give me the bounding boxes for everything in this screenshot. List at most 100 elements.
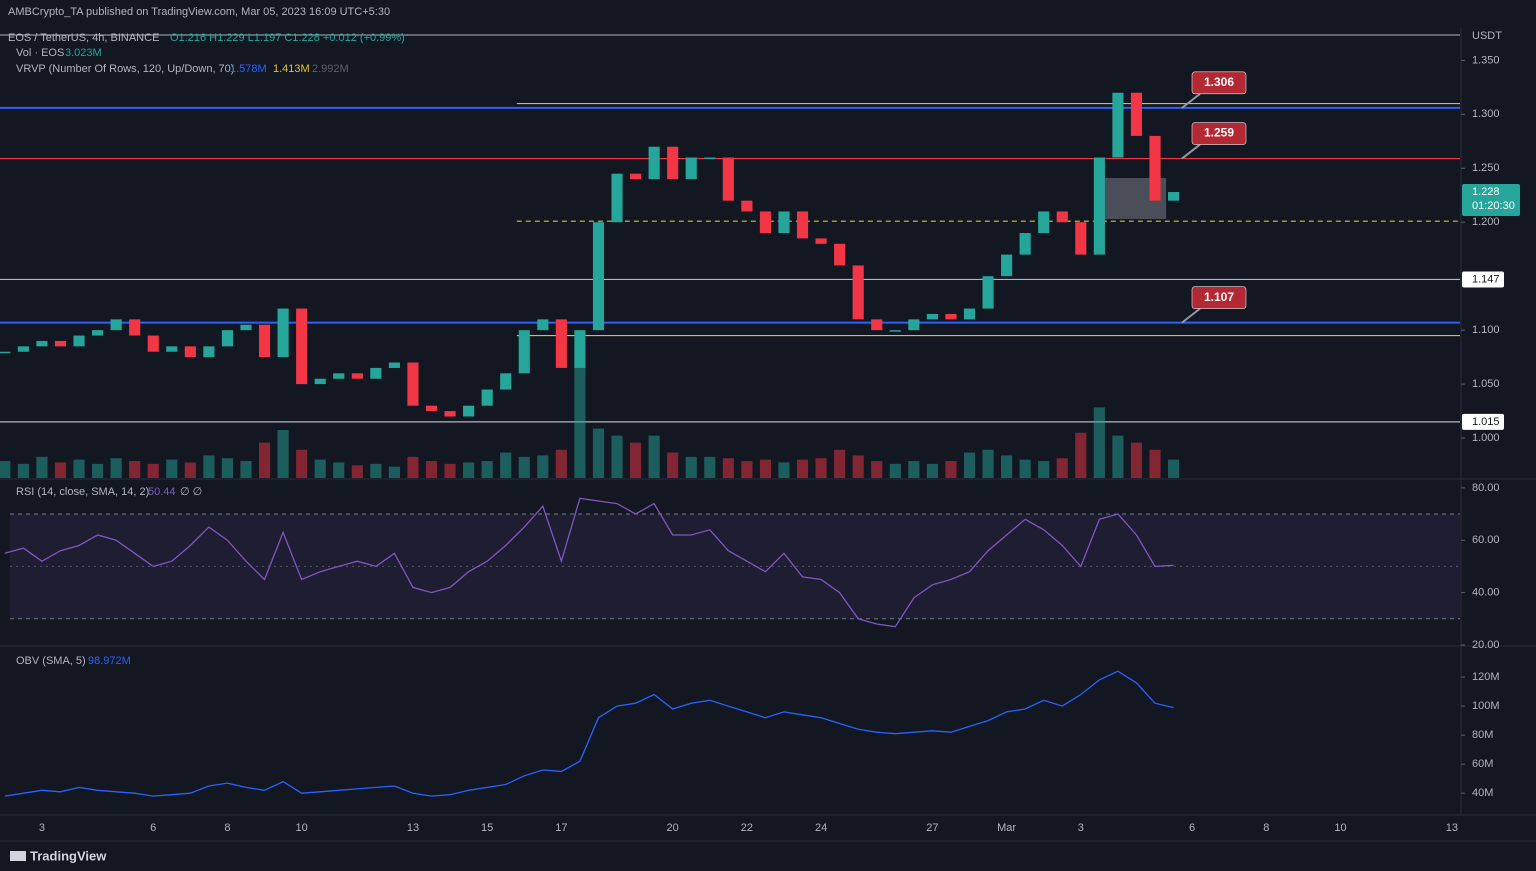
volume-bar bbox=[370, 463, 382, 478]
candle bbox=[1168, 192, 1180, 201]
volume-bar bbox=[1056, 458, 1068, 478]
axis-label: 1.015 bbox=[1472, 416, 1500, 428]
vrvp-up: 1.578M bbox=[230, 63, 267, 75]
volume-bar bbox=[889, 463, 901, 478]
candle bbox=[240, 324, 252, 331]
volume-bar bbox=[1001, 455, 1013, 478]
volume-bar bbox=[926, 463, 938, 478]
volume-bar bbox=[147, 463, 159, 478]
candle bbox=[54, 340, 67, 347]
annotation-box bbox=[1191, 286, 1247, 309]
symbol: EOS / TetherUS, 4h, BINANCE bbox=[8, 32, 159, 44]
vrvp-total: 2.992M bbox=[312, 63, 349, 75]
volume-bar bbox=[741, 461, 753, 478]
candle bbox=[537, 319, 549, 331]
volume-bar bbox=[1168, 459, 1180, 478]
x-tick-label: 15 bbox=[481, 822, 493, 834]
volume-bar bbox=[667, 452, 679, 478]
candle bbox=[1075, 222, 1087, 255]
candle bbox=[221, 330, 234, 347]
indicator-line bbox=[4, 670, 1174, 797]
y-tick-label: 40.00 bbox=[1472, 587, 1500, 599]
volume-bar bbox=[778, 462, 790, 478]
volume-bar bbox=[463, 462, 475, 478]
countdown: 01:20:30 bbox=[1472, 200, 1515, 212]
annotation-pointer bbox=[1181, 143, 1201, 160]
volume-bar bbox=[852, 455, 864, 478]
y-tick-label: 120M bbox=[1472, 671, 1500, 683]
volume-bar bbox=[1112, 435, 1124, 478]
volume-bar bbox=[110, 458, 122, 478]
candle bbox=[370, 367, 382, 379]
candle bbox=[778, 211, 790, 234]
candle bbox=[277, 308, 289, 358]
currency: USDT bbox=[1472, 30, 1502, 42]
candle bbox=[1019, 233, 1031, 255]
candle bbox=[945, 313, 957, 320]
volume-bar bbox=[0, 461, 11, 478]
candle bbox=[481, 389, 493, 406]
candle bbox=[444, 411, 456, 417]
volume-bar bbox=[648, 435, 660, 478]
volume-bar bbox=[1019, 459, 1031, 478]
candle bbox=[889, 330, 901, 332]
candle bbox=[1130, 92, 1143, 136]
volume-bar bbox=[203, 455, 215, 478]
volume-bar bbox=[834, 449, 846, 478]
volume-bar bbox=[221, 458, 234, 478]
volume-bar bbox=[444, 463, 456, 478]
y-tick-label: 1.200 bbox=[1472, 216, 1500, 228]
candle bbox=[852, 265, 864, 320]
x-tick-label: 10 bbox=[296, 822, 308, 834]
y-tick-label: 1.250 bbox=[1472, 162, 1500, 174]
candle bbox=[611, 173, 623, 223]
candle bbox=[1001, 254, 1013, 277]
candle bbox=[258, 324, 271, 358]
candle bbox=[129, 319, 141, 336]
volume-bar bbox=[500, 452, 512, 478]
volume-bar bbox=[704, 456, 716, 478]
x-tick-label: 6 bbox=[1189, 822, 1195, 834]
ohlc: O1.216 H1.229 L1.197 C1.228 +0.012 (+0.9… bbox=[170, 32, 405, 44]
volume-bar bbox=[184, 462, 196, 478]
candle bbox=[982, 276, 994, 309]
volume-bar bbox=[796, 459, 809, 478]
x-tick-label: 22 bbox=[741, 822, 753, 834]
candle bbox=[796, 211, 809, 239]
candle bbox=[926, 313, 938, 320]
volume-bar bbox=[1038, 461, 1050, 478]
candle bbox=[648, 146, 660, 180]
candle bbox=[1093, 157, 1105, 255]
x-tick-label: 17 bbox=[555, 822, 567, 834]
y-tick-label: 1.300 bbox=[1472, 108, 1500, 120]
y-tick-label: 60.00 bbox=[1472, 534, 1500, 546]
candle bbox=[184, 346, 196, 358]
x-tick-label: 27 bbox=[926, 822, 938, 834]
volume-bar bbox=[574, 365, 586, 478]
volume-bar bbox=[36, 456, 48, 478]
annotation-label: 1.107 bbox=[1204, 290, 1234, 304]
candle bbox=[203, 346, 215, 358]
annotation-box bbox=[1191, 71, 1247, 95]
volume-bar bbox=[481, 461, 493, 478]
y-tick-label: 100M bbox=[1472, 700, 1500, 712]
volume-bar bbox=[407, 456, 419, 478]
volume-bar bbox=[815, 458, 827, 478]
candle bbox=[815, 238, 827, 244]
x-tick-label: 13 bbox=[1446, 822, 1458, 834]
x-tick-label: 10 bbox=[1334, 822, 1346, 834]
candle bbox=[592, 222, 605, 331]
volume-bar bbox=[1149, 449, 1161, 478]
candle bbox=[630, 173, 642, 180]
volume-bar bbox=[592, 428, 605, 478]
annotation-label: 1.306 bbox=[1204, 75, 1234, 89]
candle bbox=[1112, 92, 1124, 158]
volume-bar bbox=[982, 449, 994, 478]
volume-bar bbox=[333, 462, 345, 478]
volume-bar bbox=[963, 452, 976, 478]
volume-bar bbox=[166, 459, 178, 478]
volume-bar bbox=[258, 442, 271, 478]
